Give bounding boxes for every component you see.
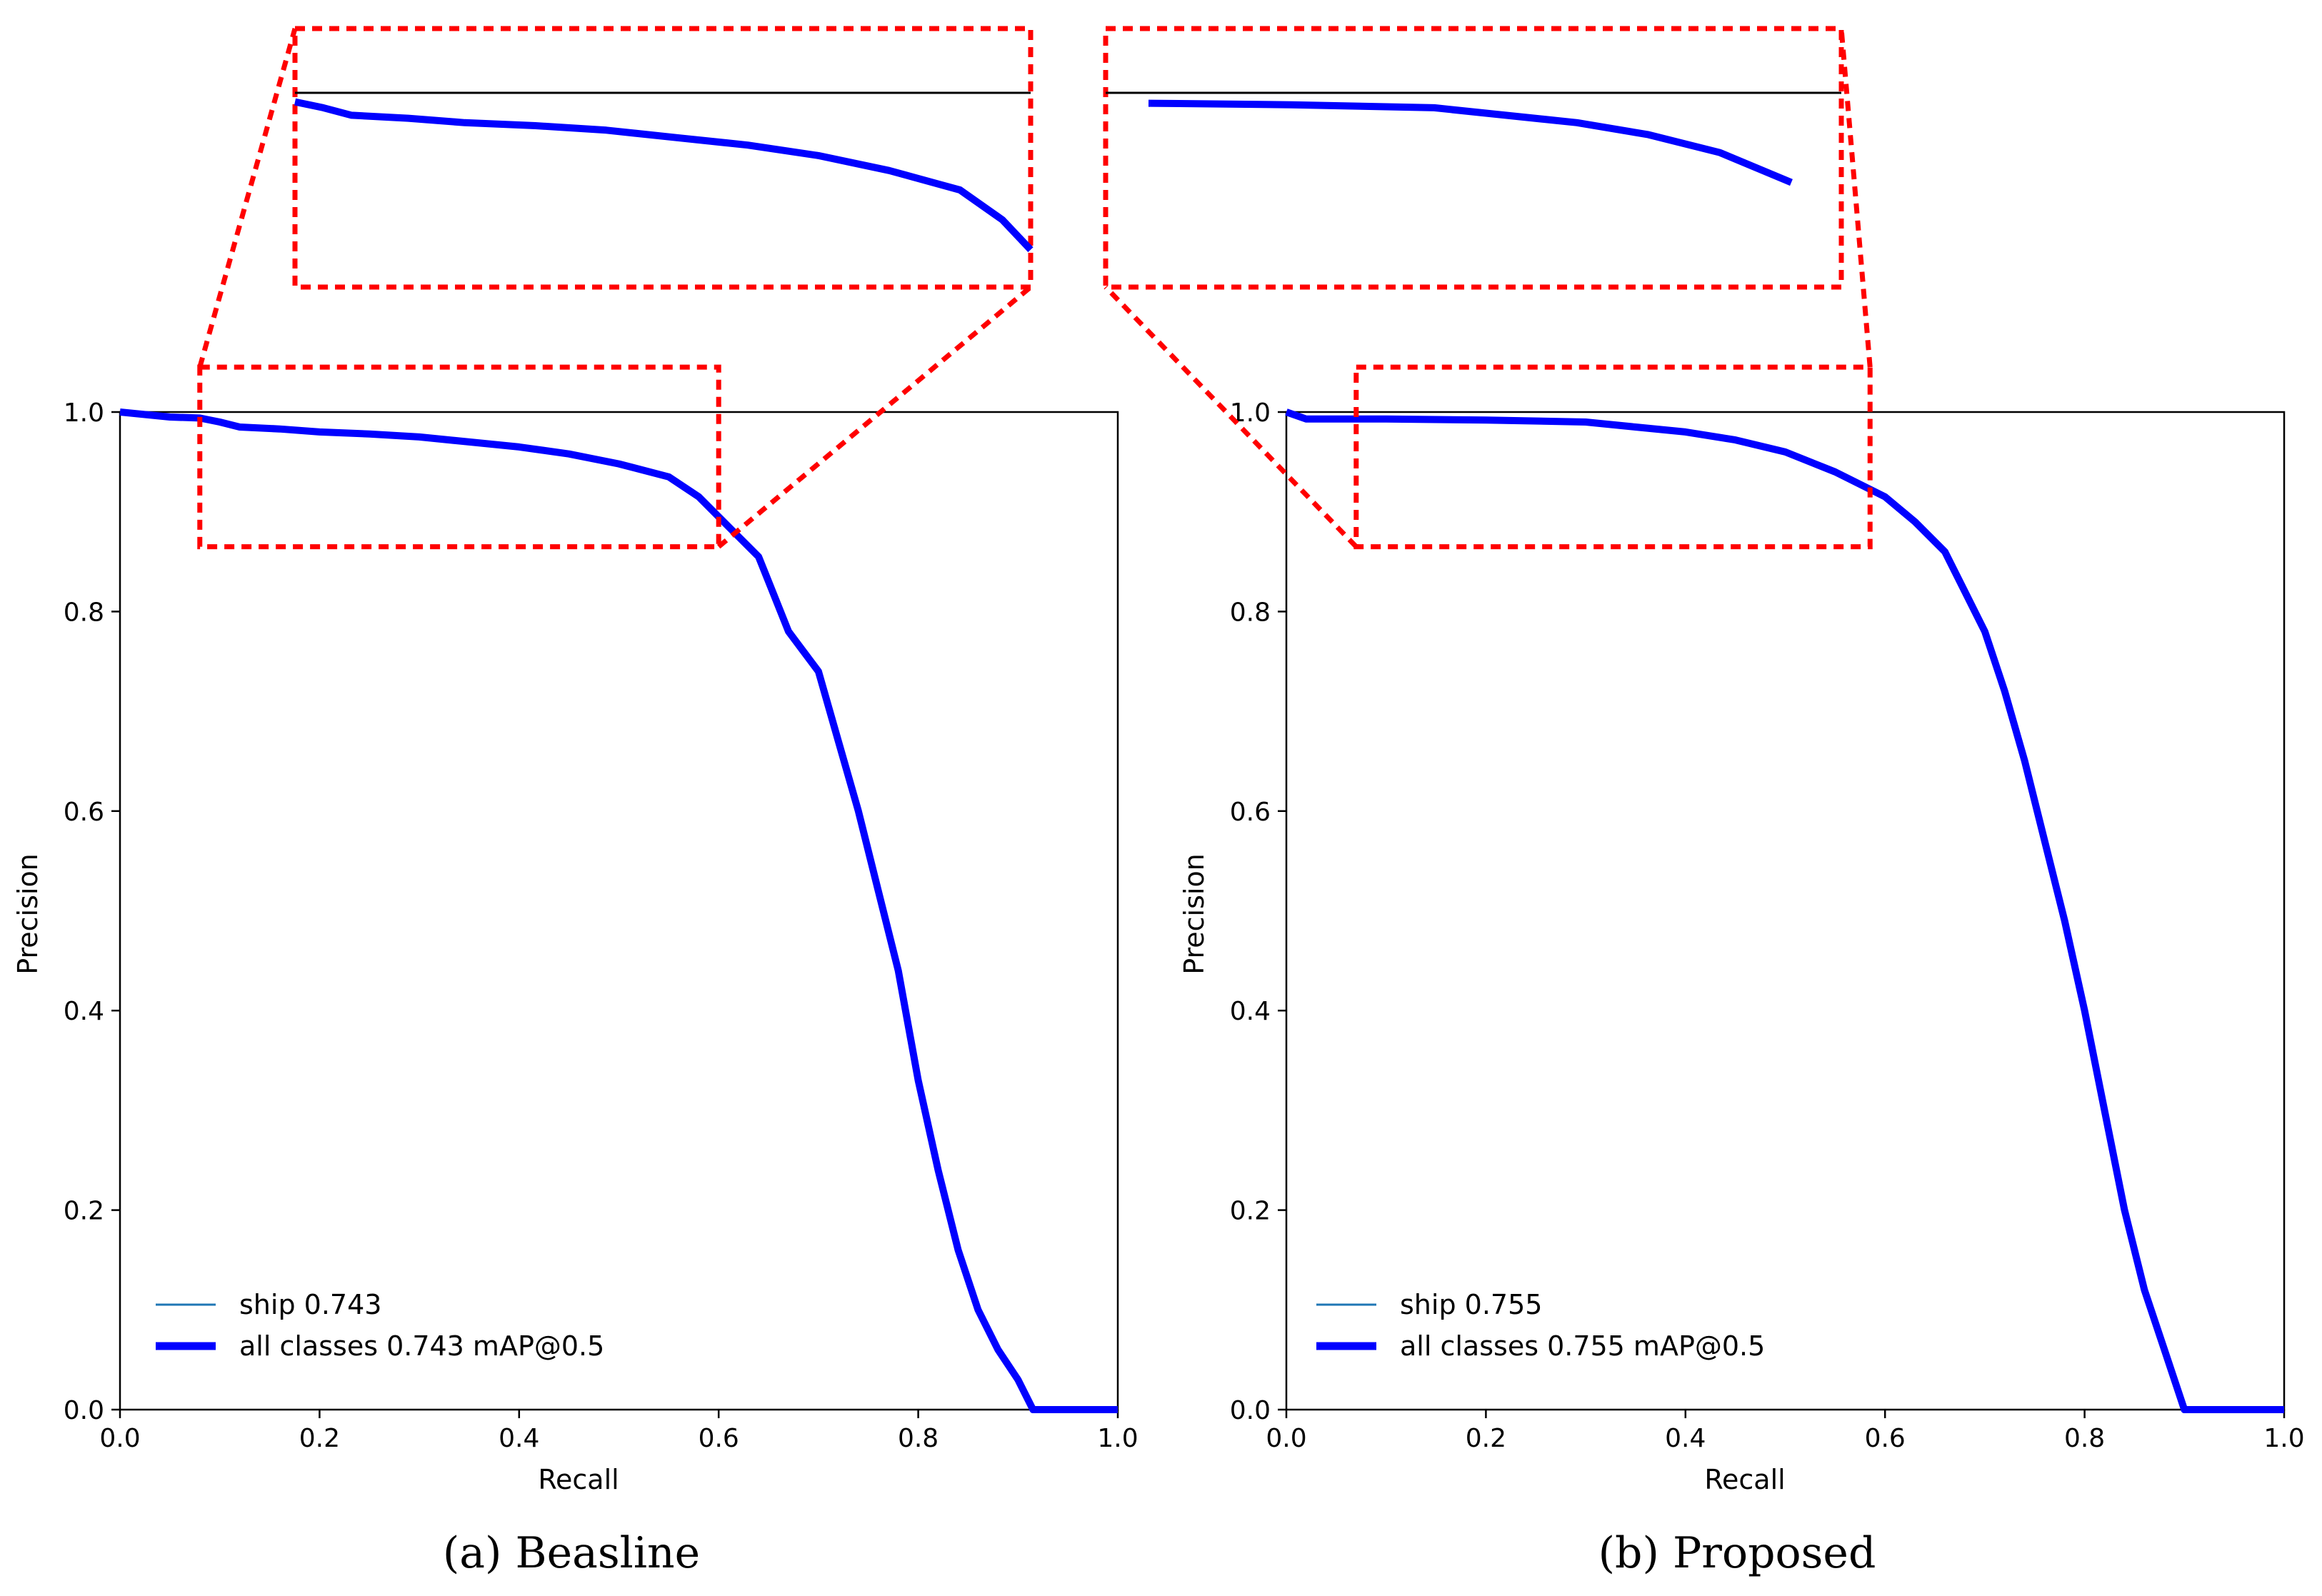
panel-proposed: (b) Proposed Recall Precision ship 0.755… <box>1103 26 2305 1578</box>
zoom-box-proposed <box>1353 364 1873 550</box>
x-tick-label-baseline: 0.6 <box>699 1424 739 1453</box>
y-tick-label-baseline: 0.8 <box>64 598 104 627</box>
legend-all-baseline: all classes 0.743 mAP@0.5 <box>239 1330 604 1362</box>
leader-line-proposed <box>1104 285 1358 549</box>
zoom-box-baseline <box>197 364 721 550</box>
y-tick-label-proposed: 0.6 <box>1230 798 1271 827</box>
legend-all-proposed: all classes 0.755 mAP@0.5 <box>1400 1330 1765 1362</box>
caption-baseline: (a) Beasline <box>443 1528 700 1578</box>
y-tick-label-proposed: 0.4 <box>1230 997 1271 1026</box>
pr-curve-proposed <box>1285 408 2284 1413</box>
inset-curve-baseline <box>294 98 1034 253</box>
x-tick-label-proposed: 0.6 <box>1865 1424 1906 1453</box>
y-tick-label-baseline: 0.6 <box>64 798 104 827</box>
x-axis-title-baseline: Recall <box>538 1464 619 1495</box>
pr-curve-baseline <box>119 408 1118 1413</box>
caption-proposed: (b) Proposed <box>1598 1528 1876 1578</box>
legend-ship-baseline: ship 0.743 <box>239 1289 381 1320</box>
x-tick-label-baseline: 0.2 <box>299 1424 340 1453</box>
y-tick-label-proposed: 0.0 <box>1230 1396 1271 1425</box>
x-tick-label-proposed: 1.0 <box>2263 1424 2304 1453</box>
plot-frame-baseline <box>119 411 1119 1411</box>
leader-line-baseline <box>197 28 298 368</box>
x-tick-label-proposed: 0.4 <box>1665 1424 1706 1453</box>
x-tick-label-baseline: 0.0 <box>99 1424 140 1453</box>
x-tick-label-proposed: 0.0 <box>1266 1424 1306 1453</box>
y-axis-title-proposed: Precision <box>1178 853 1210 975</box>
y-tick-label-baseline: 0.0 <box>64 1396 104 1425</box>
x-tick-label-proposed: 0.2 <box>1466 1424 1506 1453</box>
panel-baseline: (a) Beasline Recall Precision ship 0.743… <box>12 26 1139 1578</box>
y-tick-label-baseline: 0.4 <box>64 997 104 1026</box>
y-tick-label-baseline: 1.0 <box>64 398 104 428</box>
y-tick-label-proposed: 0.8 <box>1230 598 1271 627</box>
inset-box-proposed <box>1103 26 1844 290</box>
legend-ship-proposed: ship 0.755 <box>1400 1289 1542 1320</box>
x-axis-title-proposed: Recall <box>1704 1464 1785 1495</box>
y-tick-label-baseline: 0.2 <box>64 1197 104 1226</box>
y-axis-title-baseline: Precision <box>12 853 44 975</box>
x-tick-label-baseline: 0.4 <box>499 1424 539 1453</box>
plot-frame-proposed <box>1285 411 2286 1411</box>
x-tick-label-proposed: 0.8 <box>2064 1424 2105 1453</box>
x-tick-label-baseline: 0.8 <box>898 1424 939 1453</box>
y-tick-label-proposed: 0.2 <box>1230 1197 1271 1226</box>
inset-box-baseline <box>292 26 1034 290</box>
x-tick-label-baseline: 1.0 <box>1097 1424 1138 1453</box>
leader-line-proposed <box>1838 28 1873 368</box>
inset-curve-proposed <box>1148 99 1793 186</box>
